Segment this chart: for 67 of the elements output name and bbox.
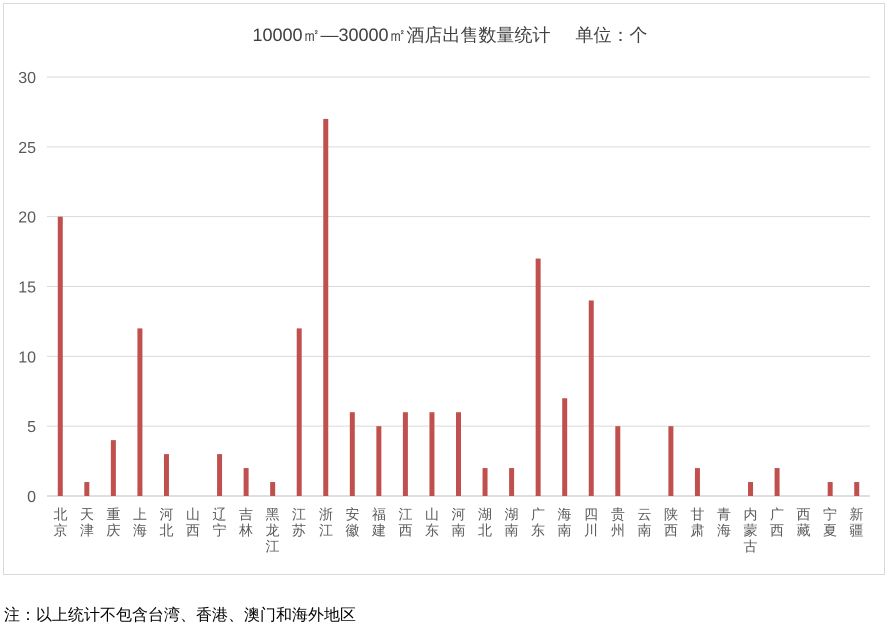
bar	[137, 328, 142, 496]
bar	[110, 440, 116, 496]
bar	[562, 398, 568, 496]
x-tick-label: 江西	[398, 506, 412, 538]
x-tick-label: 吉林	[238, 506, 254, 538]
bar	[323, 118, 328, 496]
bar	[376, 426, 382, 496]
x-tick-label: 上海	[132, 506, 147, 538]
bar	[854, 482, 860, 496]
bar	[456, 412, 461, 496]
x-tick-label: 贵州	[610, 506, 625, 538]
bar	[350, 412, 355, 496]
x-tick-label: 甘肃	[690, 506, 704, 538]
x-tick-label: 广西	[770, 506, 784, 538]
x-tick-label: 浙江	[318, 506, 333, 538]
x-tick-label: 湖北	[478, 506, 492, 538]
x-tick-label: 宁夏	[823, 506, 838, 538]
bar	[668, 426, 674, 496]
bar	[402, 412, 408, 496]
x-tick-label: 天津	[80, 506, 94, 538]
x-tick-label: 海南	[558, 506, 572, 538]
x-tick-label: 安徽	[345, 506, 360, 538]
bar	[244, 468, 249, 496]
x-tick-label: 北京	[53, 506, 68, 538]
chart-title: 10000㎡—30000㎡酒店出售数量统计 单位：个	[252, 25, 648, 45]
x-tick-label: 广东	[531, 506, 546, 538]
y-tick-label: 30	[18, 70, 36, 87]
x-tick-label: 福建	[370, 506, 386, 538]
bar	[270, 482, 276, 496]
bar	[536, 258, 541, 496]
x-tick-label: 重庆	[106, 506, 120, 538]
bar	[84, 482, 90, 496]
x-tick-label: 内蒙古	[744, 506, 758, 554]
bar	[615, 426, 620, 496]
y-tick-label: 10	[18, 349, 36, 366]
bar	[58, 216, 63, 496]
bar	[509, 468, 514, 496]
y-tick-label: 5	[27, 419, 36, 436]
y-tick-label: 15	[18, 280, 36, 296]
x-tick-label: 四川	[584, 506, 598, 538]
y-tick-label: 0	[27, 489, 36, 506]
x-tick-label: 云南	[637, 506, 652, 538]
y-tick-label: 25	[18, 140, 36, 157]
x-tick-label: 新疆	[850, 506, 864, 538]
x-tick-label: 青海	[716, 506, 731, 538]
x-tick-label: 山西	[186, 506, 200, 538]
x-tick-label: 陕西	[664, 506, 678, 538]
bar	[588, 300, 594, 496]
bar	[774, 468, 780, 496]
text: 注：以上统计不包含台湾、香港、澳门和海外地区	[4, 606, 356, 624]
bar	[694, 468, 700, 496]
x-tick-label: 河北	[159, 506, 174, 538]
x-tick-label: 山东	[424, 506, 439, 538]
bar	[482, 468, 488, 496]
x-tick-label: 湖南	[504, 506, 519, 538]
y-tick-label: 20	[18, 210, 36, 227]
bar	[217, 454, 222, 496]
bar	[164, 454, 169, 496]
bar	[748, 482, 754, 496]
bar	[296, 328, 302, 496]
x-tick-label: 江苏	[292, 506, 306, 538]
bar	[429, 412, 434, 496]
x-tick-label: 西藏	[796, 506, 811, 538]
x-tick-label: 河南	[452, 506, 466, 538]
x-tick-label: 辽宁	[212, 506, 227, 538]
x-tick-label: 黑龙江	[266, 506, 280, 554]
bar	[828, 482, 833, 496]
